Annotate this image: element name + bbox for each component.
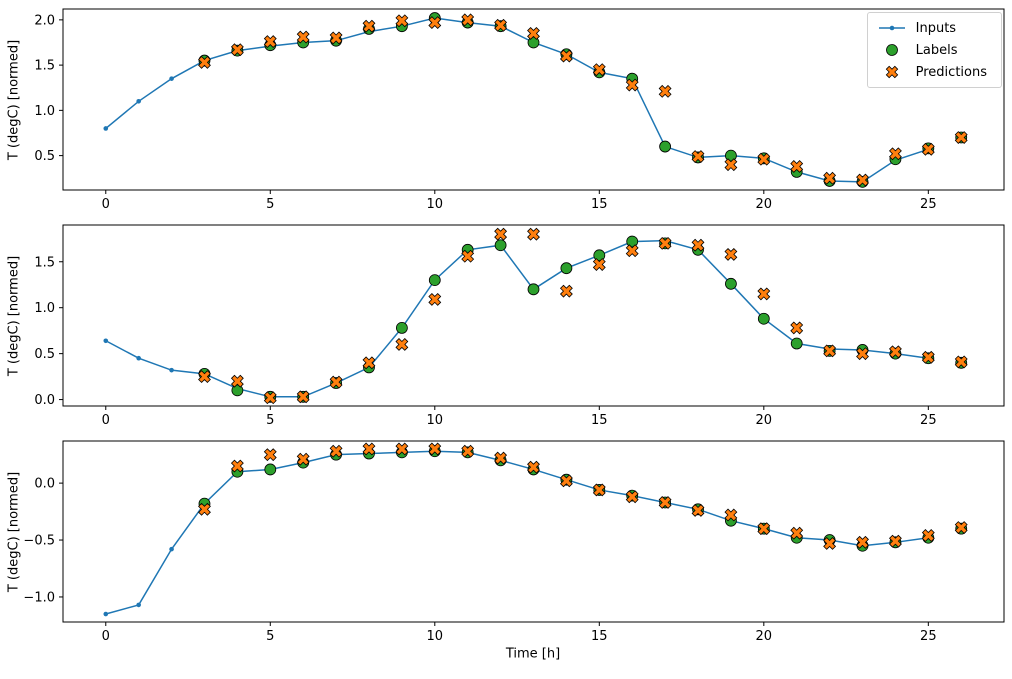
legend-label-predictions: Predictions bbox=[915, 64, 987, 80]
y-axis-label-subplot-3: T (degC) [normed] bbox=[6, 471, 22, 593]
x-tick-label: 25 bbox=[920, 413, 937, 428]
legend: Inputs Labels Predictions bbox=[866, 12, 1002, 88]
x-tick-label: 10 bbox=[427, 197, 444, 212]
inputs-markers bbox=[103, 15, 931, 185]
y-axis-label-subplot-2: T (degC) [normed] bbox=[6, 255, 22, 377]
y-tick-label: 0.0 bbox=[34, 393, 55, 408]
labels-markers bbox=[198, 445, 968, 552]
x-ticks: 0 5 10 15 20 25 bbox=[102, 406, 937, 428]
legend-label-labels: Labels bbox=[915, 42, 958, 58]
x-tick-label: 10 bbox=[427, 413, 444, 428]
y-tick-label: 1.5 bbox=[34, 59, 55, 74]
y-ticks: 0.0 0.5 1.0 1.5 bbox=[34, 255, 63, 408]
subplot-2: 0 5 10 15 20 25 0.0 0.5 1.0 1.5 bbox=[34, 224, 1005, 428]
x-tick-label: 20 bbox=[756, 629, 773, 644]
predictions-markers bbox=[198, 442, 968, 550]
labels-circle-icon bbox=[877, 42, 907, 58]
predictions-markers bbox=[198, 13, 968, 187]
y-tick-label: −0.5 bbox=[23, 534, 55, 549]
axes-frame bbox=[62, 224, 1005, 407]
axes-frame bbox=[62, 8, 1005, 191]
x-tick-label: 15 bbox=[591, 197, 608, 212]
x-tick-label: 10 bbox=[427, 629, 444, 644]
labels-markers bbox=[198, 12, 968, 188]
y-tick-label: 1.0 bbox=[34, 104, 55, 119]
y-ticks: −1.0 −0.5 0.0 bbox=[23, 477, 63, 605]
y-tick-label: 2.0 bbox=[34, 13, 55, 28]
x-tick-label: 0 bbox=[102, 197, 110, 212]
x-axis-label: Time [h] bbox=[505, 646, 561, 662]
legend-item-predictions: Predictions bbox=[877, 64, 987, 80]
axes-frame bbox=[62, 440, 1005, 623]
x-tick-label: 15 bbox=[591, 629, 608, 644]
y-tick-label: 1.5 bbox=[34, 255, 55, 270]
y-tick-label: 0.0 bbox=[34, 477, 55, 492]
x-tick-label: 25 bbox=[920, 197, 937, 212]
y-axis-label-subplot-1: T (degC) [normed] bbox=[6, 39, 22, 161]
x-tick-label: 5 bbox=[266, 413, 274, 428]
x-tick-label: 25 bbox=[920, 629, 937, 644]
x-tick-label: 5 bbox=[266, 197, 274, 212]
y-ticks: 0.5 1.0 1.5 2.0 bbox=[34, 13, 63, 164]
subplot-1: 0 5 10 15 20 25 0.5 1.0 1.5 2.0 bbox=[34, 8, 1005, 212]
inputs-line-icon bbox=[877, 20, 907, 36]
inputs-markers bbox=[103, 238, 931, 400]
predictions-x-icon bbox=[877, 64, 907, 80]
inputs-markers bbox=[103, 448, 931, 617]
inputs-line bbox=[105, 17, 929, 183]
y-tick-label: −1.0 bbox=[23, 590, 55, 605]
x-tick-label: 15 bbox=[591, 413, 608, 428]
x-tick-label: 20 bbox=[756, 413, 773, 428]
legend-item-inputs: Inputs bbox=[877, 20, 987, 36]
legend-label-inputs: Inputs bbox=[915, 20, 957, 36]
x-tick-label: 5 bbox=[266, 629, 274, 644]
x-ticks: 0 5 10 15 20 25 bbox=[102, 622, 937, 644]
x-ticks: 0 5 10 15 20 25 bbox=[102, 190, 937, 212]
y-tick-label: 1.0 bbox=[34, 301, 55, 316]
y-tick-label: 0.5 bbox=[34, 347, 55, 362]
inputs-line bbox=[105, 239, 929, 398]
subplot-3: 0 5 10 15 20 25 −1.0 −0.5 0.0 bbox=[23, 440, 1005, 644]
x-tick-label: 0 bbox=[102, 629, 110, 644]
y-tick-label: 0.5 bbox=[34, 149, 55, 164]
x-tick-label: 20 bbox=[756, 197, 773, 212]
legend-item-labels: Labels bbox=[877, 42, 987, 58]
predictions-markers bbox=[198, 227, 968, 405]
x-tick-label: 0 bbox=[102, 413, 110, 428]
inputs-line bbox=[105, 450, 929, 615]
